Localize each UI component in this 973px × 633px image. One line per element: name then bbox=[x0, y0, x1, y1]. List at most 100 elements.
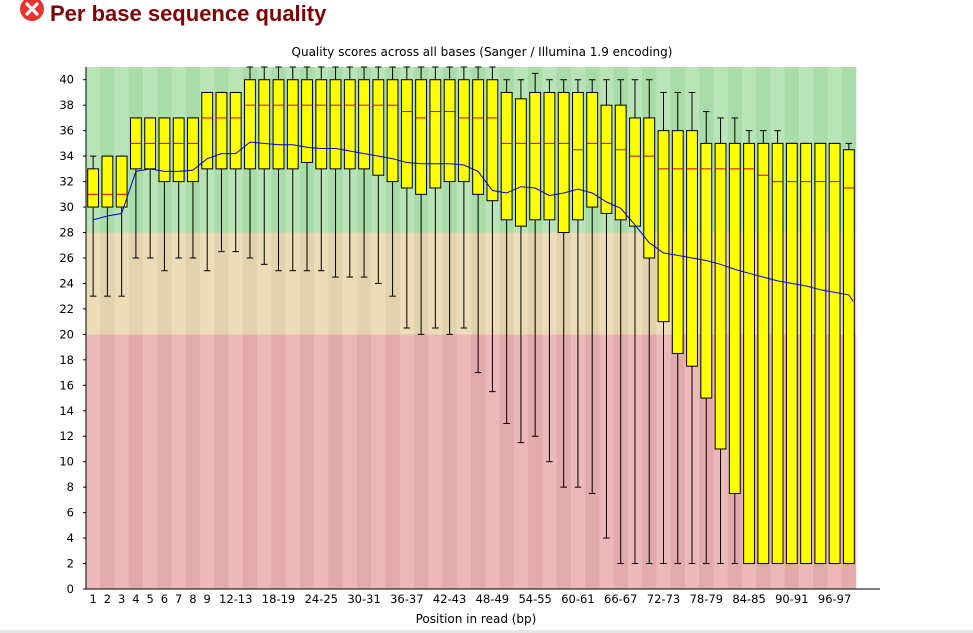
quality-box bbox=[457, 79, 470, 183]
x-tick-label: 72-73 bbox=[647, 592, 680, 606]
quality-box bbox=[443, 79, 456, 183]
quality-box bbox=[800, 142, 813, 565]
zone-reasonable-stripe bbox=[242, 232, 258, 335]
quality-box bbox=[386, 79, 399, 183]
quality-box bbox=[158, 117, 171, 183]
zone-reasonable-stripe bbox=[356, 232, 372, 335]
y-tick-label: 38 bbox=[59, 98, 74, 112]
medians bbox=[87, 104, 855, 195]
quality-box bbox=[400, 79, 413, 189]
quality-box bbox=[500, 91, 513, 221]
quality-box bbox=[771, 142, 784, 565]
x-tick-label: 90-91 bbox=[775, 592, 808, 606]
y-tick-label: 8 bbox=[67, 480, 74, 494]
x-tick-label: 78-79 bbox=[690, 592, 723, 606]
x-tick-label: 12-13 bbox=[219, 592, 252, 606]
x-tick-label: 1 bbox=[89, 592, 96, 606]
zone-reasonable-stripe bbox=[143, 232, 158, 335]
x-tick-label: 24-25 bbox=[305, 592, 338, 606]
y-tick-label: 22 bbox=[59, 302, 74, 316]
zone-poor-stripe bbox=[513, 334, 529, 589]
zone-reasonable-stripe bbox=[257, 232, 272, 335]
zone-poor-stripe bbox=[86, 334, 101, 589]
zone-poor-stripe bbox=[257, 334, 272, 589]
zone-poor-stripe bbox=[371, 334, 386, 589]
quality-box bbox=[429, 79, 442, 189]
zone-reasonable-stripe bbox=[200, 232, 215, 335]
zone-reasonable-stripe bbox=[328, 232, 343, 335]
quality-box bbox=[785, 142, 798, 565]
zone-poor-stripe bbox=[485, 334, 500, 589]
x-tick-label: 66-67 bbox=[604, 592, 637, 606]
quality-box bbox=[714, 142, 727, 450]
quality-box bbox=[272, 79, 285, 170]
zone-poor-stripe bbox=[356, 334, 372, 589]
quality-box bbox=[557, 91, 570, 234]
zone-poor-stripe bbox=[185, 334, 201, 589]
zone-reasonable-stripe bbox=[185, 232, 201, 335]
y-tick-label: 36 bbox=[59, 124, 74, 138]
x-tick-label: 84-85 bbox=[732, 592, 765, 606]
quality-box bbox=[244, 79, 256, 170]
x-tick-label: 6 bbox=[161, 592, 168, 606]
zone-poor-stripe bbox=[471, 334, 486, 589]
quality-box bbox=[87, 168, 100, 208]
zone-poor-stripe bbox=[128, 334, 144, 589]
fail-icon bbox=[20, 0, 44, 21]
quality-box bbox=[743, 142, 755, 565]
y-tick-label: 28 bbox=[59, 226, 74, 240]
zone-poor-stripe bbox=[114, 334, 130, 589]
module-title: Per base sequence quality bbox=[50, 1, 327, 26]
zone-reasonable-stripe bbox=[314, 232, 329, 335]
y-tick-label: 16 bbox=[59, 378, 74, 392]
quality-box bbox=[728, 142, 741, 495]
x-tick-label: 9 bbox=[204, 592, 211, 606]
quality-box bbox=[486, 79, 499, 202]
zone-poor-stripe bbox=[271, 334, 286, 589]
zone-reasonable-stripe bbox=[171, 232, 187, 335]
x-tick-label: 18-19 bbox=[262, 592, 295, 606]
x-tick-label: 60-61 bbox=[561, 592, 594, 606]
chart-axes bbox=[83, 67, 880, 590]
y-tick-label: 32 bbox=[59, 175, 74, 189]
zone-poor-stripe bbox=[399, 334, 415, 589]
zone-poor-stripe bbox=[171, 334, 187, 589]
zone-poor-stripe bbox=[328, 334, 343, 589]
quality-box bbox=[187, 117, 199, 183]
zone-poor-stripe bbox=[528, 334, 543, 589]
zone-poor-stripe bbox=[428, 334, 443, 589]
quality-box bbox=[372, 79, 385, 176]
quality-box bbox=[172, 117, 185, 183]
zone-poor-stripe bbox=[242, 334, 258, 589]
quality-box bbox=[315, 79, 328, 170]
zone-reasonable-stripe bbox=[299, 232, 315, 335]
zone-poor-stripe bbox=[314, 334, 329, 589]
quality-box bbox=[286, 79, 299, 170]
quality-box bbox=[301, 79, 313, 163]
zone-poor-stripe bbox=[456, 334, 472, 589]
y-tick-label: 6 bbox=[67, 506, 74, 520]
mean-layer bbox=[92, 141, 854, 302]
quality-box bbox=[828, 142, 841, 565]
quality-box bbox=[415, 79, 428, 195]
y-tick-label: 34 bbox=[59, 149, 74, 163]
x-tick-label: 48-49 bbox=[476, 592, 509, 606]
zone-poor-stripe bbox=[413, 334, 429, 589]
x-tick-label: 54-55 bbox=[518, 592, 551, 606]
y-tick-label: 14 bbox=[59, 404, 74, 418]
y-tick-label: 10 bbox=[59, 455, 74, 469]
quality-box bbox=[258, 79, 271, 170]
quality-box bbox=[643, 117, 656, 259]
zone-reasonable-stripe bbox=[271, 232, 286, 335]
y-tick-label: 26 bbox=[59, 251, 74, 265]
zone-reasonable-stripe bbox=[342, 232, 358, 335]
zone-reasonable-stripe bbox=[285, 232, 301, 335]
quality-box bbox=[700, 142, 713, 399]
footer-divider bbox=[0, 630, 973, 633]
zone-reasonable-stripe bbox=[128, 232, 144, 335]
y-tick-label: 20 bbox=[59, 327, 74, 341]
quality-box bbox=[600, 104, 613, 214]
quality-box bbox=[201, 91, 214, 170]
